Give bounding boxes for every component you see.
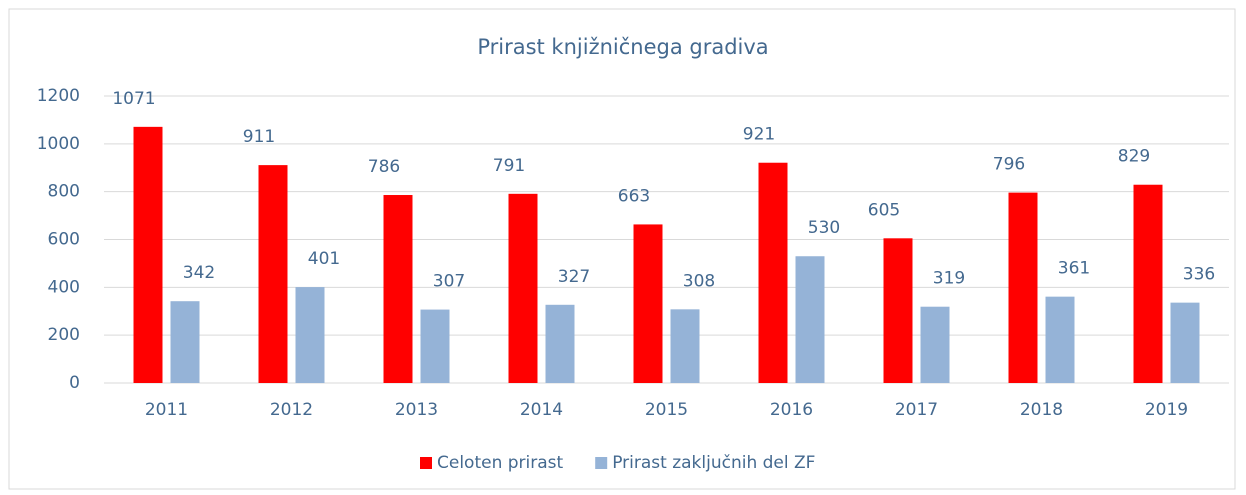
bar (1045, 296, 1075, 383)
value-label: 786 (368, 157, 400, 177)
bar (170, 301, 200, 383)
value-label: 319 (933, 269, 965, 289)
value-label: 791 (493, 156, 525, 176)
value-label: 361 (1058, 259, 1090, 279)
legend-label: Prirast zaključnih del ZF (612, 453, 815, 473)
x-tick-label: 2013 (395, 400, 438, 420)
bar (920, 306, 950, 383)
y-tick-label: 1000 (37, 134, 80, 154)
bar (133, 126, 163, 383)
y-tick-label: 800 (48, 182, 80, 202)
value-label: 829 (1118, 147, 1150, 167)
bar (883, 238, 913, 383)
value-label: 1071 (112, 89, 155, 109)
x-tick-label: 2018 (1020, 400, 1063, 420)
bar (1170, 302, 1200, 383)
x-tick-label: 2019 (1145, 400, 1188, 420)
bar (295, 287, 325, 383)
x-tick-label: 2014 (520, 400, 563, 420)
bar (420, 309, 450, 383)
value-label: 342 (183, 263, 215, 283)
x-tick-label: 2016 (770, 400, 813, 420)
value-label: 308 (683, 271, 715, 291)
value-label: 336 (1183, 265, 1215, 285)
value-label: 796 (993, 155, 1025, 175)
value-label: 921 (743, 125, 775, 145)
bar (633, 224, 663, 383)
y-tick-label: 600 (48, 230, 80, 250)
x-tick-label: 2015 (645, 400, 688, 420)
legend-swatch (420, 457, 432, 469)
y-tick-label: 400 (48, 277, 80, 297)
legend-label: Celoten prirast (437, 453, 564, 473)
bar (795, 256, 825, 383)
value-label: 663 (618, 186, 650, 206)
chart-title: Prirast knjižničnega gradiva (477, 35, 768, 59)
value-label: 307 (433, 272, 465, 292)
value-label: 401 (308, 249, 340, 269)
y-tick-label: 1200 (37, 86, 80, 106)
y-tick-label: 0 (69, 373, 80, 393)
value-label: 911 (243, 127, 275, 147)
bar (258, 165, 288, 383)
bar (383, 195, 413, 383)
x-tick-label: 2011 (145, 400, 188, 420)
bar (758, 162, 788, 383)
x-tick-label: 2012 (270, 400, 313, 420)
bar (545, 304, 575, 383)
value-label: 605 (868, 200, 900, 220)
value-label: 530 (808, 218, 840, 238)
bar (1133, 184, 1163, 383)
x-tick-label: 2017 (895, 400, 938, 420)
legend-swatch (595, 457, 608, 469)
y-tick-label: 200 (48, 325, 80, 345)
bar (1008, 192, 1038, 383)
value-label: 327 (558, 267, 590, 287)
bar (508, 193, 538, 383)
bar (670, 309, 700, 383)
